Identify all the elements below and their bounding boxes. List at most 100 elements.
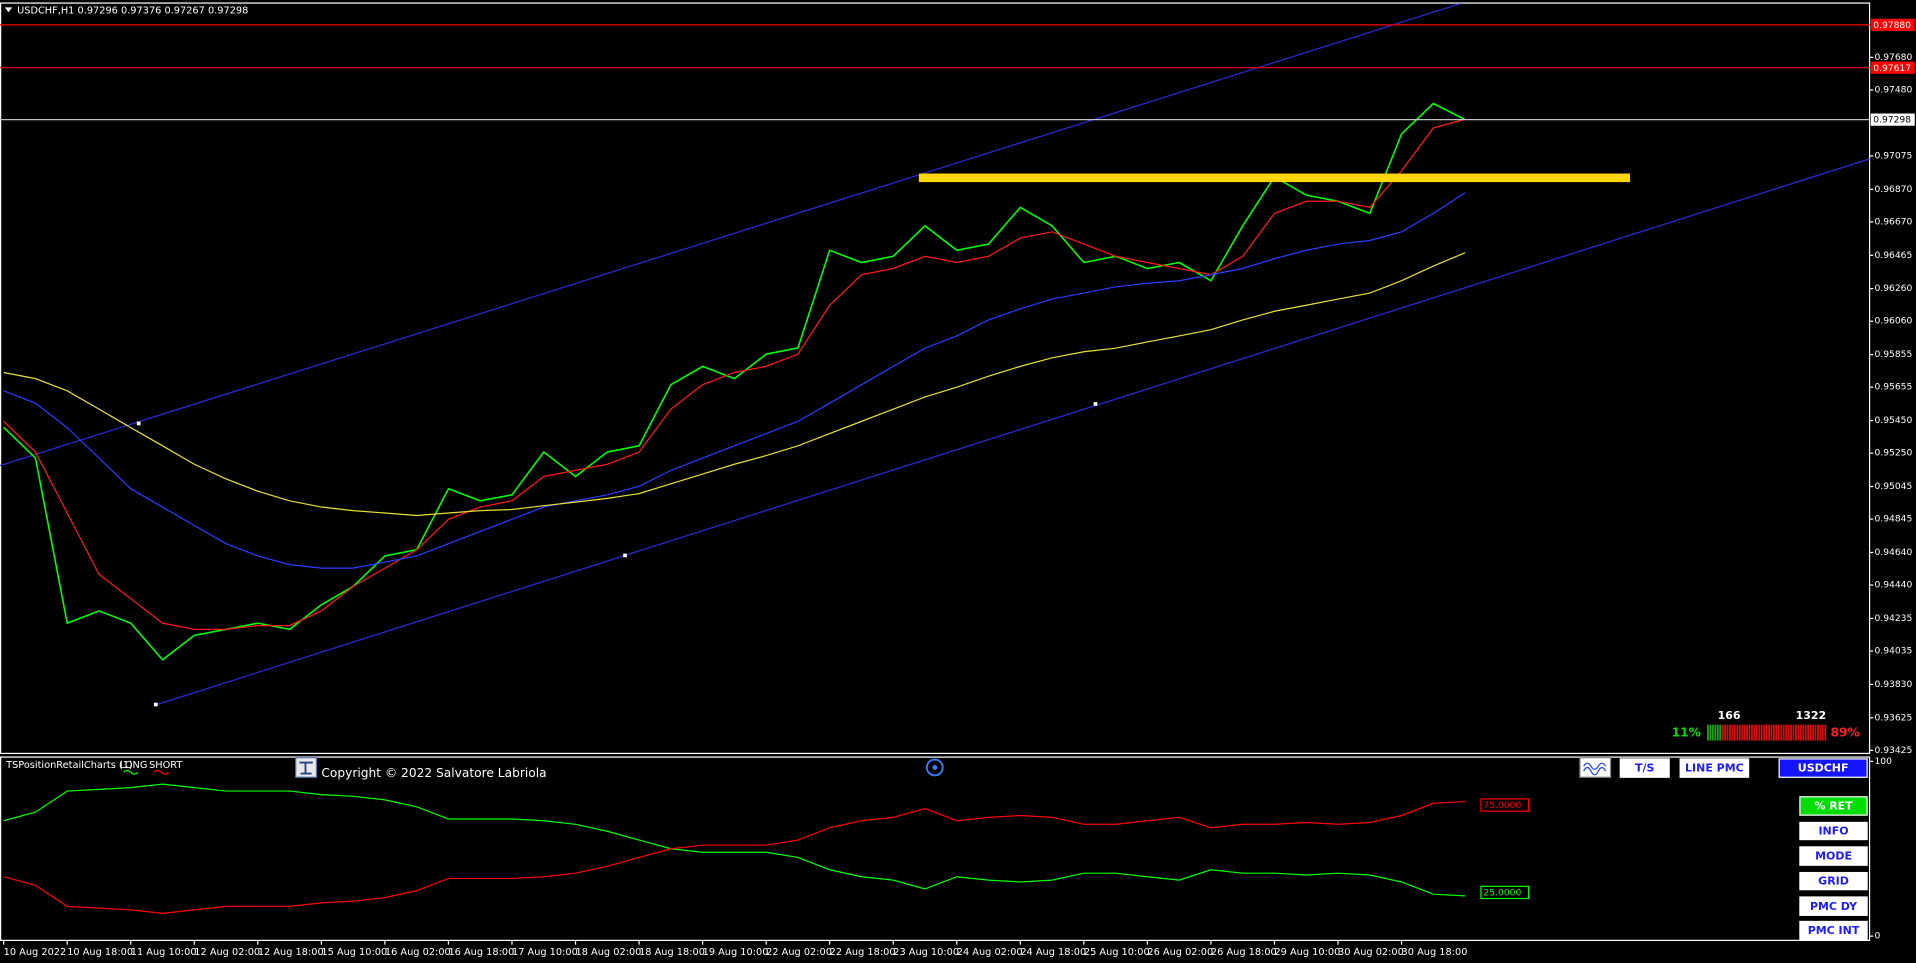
button-label[interactable]: T/S [1635,762,1655,775]
button[interactable] [1799,896,1868,916]
sentiment-bar-cell [1731,724,1734,741]
x-tick-label: 24 Aug 02:00 [957,947,1023,958]
x-tick-label: 19 Aug 10:00 [703,947,769,958]
sentiment-bar-cell [1733,724,1736,741]
sentiment-bar-cell [1792,724,1795,741]
sentiment-bar-cell [1763,724,1766,741]
main-frame [0,2,1871,755]
level-label-box [1480,885,1530,900]
short-count: 1322 [1796,709,1827,722]
button-label[interactable]: LINE PMC [1685,762,1744,775]
button[interactable] [1619,758,1670,778]
series-line [3,783,1466,897]
target-icon-dot [932,765,938,770]
y-tick-label: 0.97480 [1874,84,1912,95]
author-icon-mark [299,761,313,775]
button-label[interactable]: INFO [1818,825,1848,838]
sentiment-bar-cell [1782,724,1785,741]
level-label: 25.0000 [1483,888,1521,899]
sentiment-bar-cell [1707,724,1709,741]
x-tick-label: 24 Aug 18:00 [1020,947,1086,958]
sentiment-bar-cell [1711,724,1714,741]
sentiment-bar-cell [1768,724,1770,741]
sentiment-bar-cell [1758,724,1761,741]
sentiment-bar-cell [1719,724,1722,741]
button[interactable] [1679,758,1750,778]
y-tick-label: 0.94640 [1874,547,1912,558]
sentiment-bar-cell [1804,724,1807,741]
button-label[interactable]: MODE [1815,850,1852,863]
sentiment-bar-cell [1775,724,1778,741]
long-count: 166 [1718,709,1741,722]
sentiment-bar-cell [1724,724,1726,741]
x-tick-label: 18 Aug 02:00 [576,947,642,958]
button[interactable] [1799,846,1868,866]
sentiment-bar-cell [1812,724,1814,741]
anchor-points [136,402,1098,707]
legend-entry: SHORT [149,760,182,771]
y-tick-label: 0.96870 [1874,184,1912,195]
sentiment-bar-cell [1738,724,1741,741]
x-tick-label: 30 Aug 02:00 [1338,947,1404,958]
sentiment-bar-cell [1814,724,1817,741]
indicator-title: TSPositionRetailCharts (1) [5,760,133,771]
sentiment-bar-cell [1753,724,1756,741]
price-label: 0.97298 [1873,115,1911,126]
button[interactable] [1799,920,1868,941]
button-label[interactable]: % RET [1814,800,1853,813]
x-tick-label: 10 Aug 2022 [4,947,67,958]
x-tick-label: 12 Aug 02:00 [194,947,260,958]
button[interactable] [1778,758,1868,778]
menu-arrow[interactable] [4,7,13,13]
sentiment-bar-cell [1821,724,1824,741]
y-tick-label: 0.93830 [1874,679,1912,690]
x-tick-label: 25 Aug 10:00 [1084,947,1150,958]
copyright: Copyright © 2022 Salvatore Labriola [321,766,546,780]
sentiment-bar-cell [1736,724,1739,741]
price-label: 0.97880 [1873,20,1911,31]
button-label[interactable]: PMC INT [1808,924,1860,937]
y-tick-label: 0.96060 [1874,316,1912,327]
sentiment-bar-cell [1780,724,1783,741]
sentiment-bar-cell [1751,724,1753,741]
button-label[interactable]: USDCHF [1798,762,1849,775]
sentiment-bar-cell [1785,724,1788,741]
x-tick-label: 18 Aug 18:00 [639,947,705,958]
sentiment-bar-cell [1773,724,1775,741]
sentiment-bar-cell [1741,724,1744,741]
level-label: 75.0000 [1483,800,1521,811]
x-tick-label: 22 Aug 02:00 [766,947,832,958]
price-label-box [1870,61,1915,74]
y-tick-label: 0 [1874,931,1880,942]
sentiment-bar-cell [1787,724,1790,741]
button[interactable] [1799,821,1868,841]
x-tick-label: 23 Aug 10:00 [893,947,959,958]
sentiment-bar-cell [1777,724,1780,741]
channel-lower [155,158,1870,706]
legend-swatch [122,769,139,775]
y-tick-label: 0.93425 [1874,745,1912,756]
wave-button[interactable] [1579,757,1612,778]
anchor [1093,402,1098,406]
sentiment-bar-cell [1714,724,1717,741]
anchor [153,702,158,707]
series-line [3,252,1466,517]
y-tick-label: 0.95450 [1874,415,1912,426]
y-tick-label: 0.93625 [1874,712,1912,723]
button-label[interactable]: GRID [1818,875,1849,888]
y-tick-label: 0.95655 [1874,382,1912,393]
button[interactable] [1799,796,1868,816]
sentiment-bar-cell [1795,724,1797,741]
sentiment-bar-cell [1716,724,1719,741]
target-icon[interactable] [925,758,944,777]
short-percent: 89% [1830,726,1859,740]
button[interactable] [1799,871,1868,891]
sentiment-bar-cell [1802,724,1805,741]
sentiment-bar-cell [1819,724,1822,741]
x-tick-label: 22 Aug 18:00 [830,947,896,958]
y-tick-label: 0.95045 [1874,481,1912,492]
button-label[interactable]: PMC DY [1810,900,1858,913]
sentiment-bar-cell [1807,724,1810,741]
sentiment-bar-cell [1817,724,1819,741]
